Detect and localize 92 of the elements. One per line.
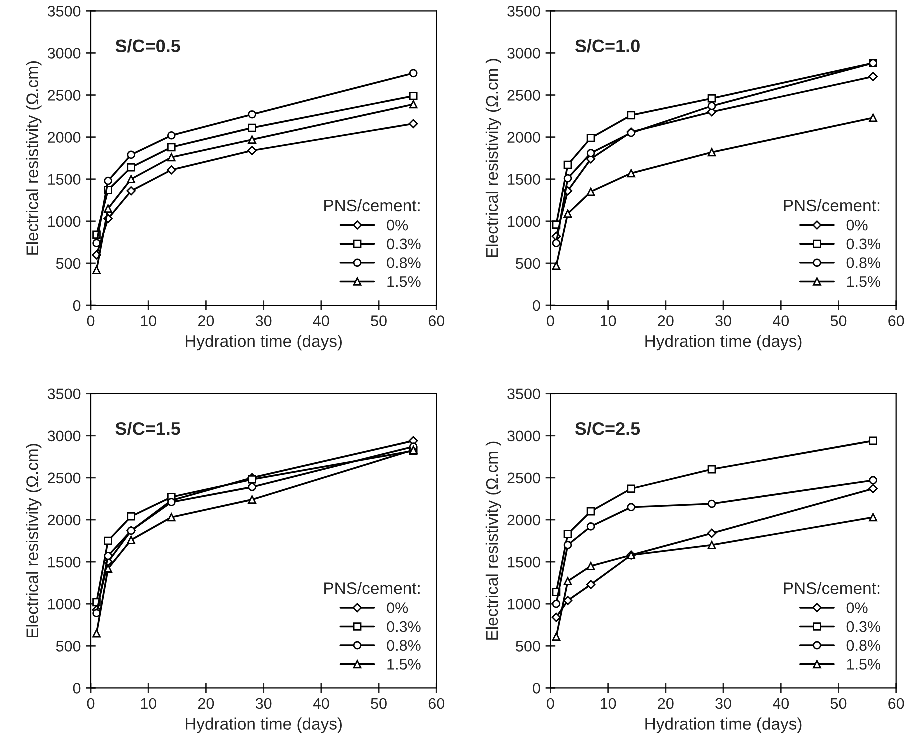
x-tick-label: 60 [888, 698, 904, 710]
y-tick-label: 2500 [48, 472, 81, 484]
y-tick-label: 2500 [48, 90, 81, 101]
x-tick-label: 40 [772, 316, 790, 326]
y-tick-label: 3000 [508, 48, 540, 59]
legend-label: 0% [846, 220, 868, 231]
x-tick-label: 10 [600, 316, 616, 326]
y-tick-label: 2000 [508, 514, 540, 526]
x-tick-label: 20 [198, 698, 214, 710]
y-tick-label: 500 [516, 641, 540, 652]
legend-label: 0.3% [387, 238, 421, 250]
x-tick-label: 0 [87, 698, 95, 710]
annotation: S/C=1.5 [116, 422, 180, 436]
x-axis-title: Hydration time (days) [646, 718, 802, 734]
x-tick-label: 30 [256, 698, 272, 710]
x-tick-label: 0 [547, 316, 554, 326]
y-tick-label: 1000 [508, 216, 540, 228]
x-axis-title: Hydration time (days) [186, 335, 342, 351]
y-tick-label: 500 [516, 258, 540, 270]
y-tick-label: 1500 [508, 556, 540, 568]
y-tick-label: 1500 [508, 174, 540, 186]
x-tick-label: 40 [313, 698, 330, 710]
x-tick-label: 30 [256, 316, 272, 326]
y-tick-label: 0 [533, 683, 540, 694]
y-tick-label: 3500 [48, 6, 81, 17]
x-tick-label: 0 [87, 316, 95, 326]
annotation: S/C=1.0 [575, 39, 640, 53]
x-tick-label: 50 [371, 698, 387, 710]
legend-label: 0.8% [846, 640, 881, 652]
x-tick-label: 10 [141, 698, 157, 710]
y-axis-title: Electrical resistivity (Ω.cm ) [486, 442, 502, 640]
y-tick-label: 3500 [508, 388, 540, 400]
y-tick-label: 500 [56, 258, 81, 270]
legend-label: 0% [846, 602, 868, 614]
y-tick-label: 0 [73, 683, 81, 694]
legend-title: PNS/cement: [324, 582, 420, 594]
x-axis-title: Hydration time (days) [186, 718, 342, 734]
x-tick-label: 10 [600, 698, 616, 710]
y-tick-label: 3500 [508, 6, 540, 17]
legend-label: 0.8% [846, 258, 881, 268]
x-tick-label: 50 [830, 316, 847, 326]
x-tick-label: 0 [547, 698, 554, 710]
y-tick-label: 1000 [508, 598, 540, 610]
x-tick-label: 30 [716, 316, 732, 326]
legend-label: 0.8% [387, 258, 421, 268]
x-tick-label: 10 [141, 316, 157, 326]
y-tick-label: 3000 [48, 48, 81, 59]
y-tick-label: 2500 [508, 90, 540, 101]
x-tick-label: 30 [716, 698, 732, 710]
y-tick-label: 1000 [48, 598, 81, 610]
y-tick-label: 2000 [48, 132, 81, 144]
y-tick-label: 2000 [48, 514, 81, 526]
y-tick-label: 0 [533, 300, 540, 312]
y-tick-label: 3000 [48, 430, 81, 442]
x-tick-label: 40 [772, 698, 790, 710]
annotation: S/C=0.5 [116, 39, 180, 53]
y-axis-title: Electrical resistivity (Ω.cm) [26, 444, 42, 638]
legend-label: 0% [387, 602, 408, 614]
legend-title: PNS/cement: [784, 582, 880, 594]
y-tick-label: 1500 [48, 556, 81, 568]
x-tick-label: 60 [888, 316, 904, 326]
x-axis-title: Hydration time (days) [646, 335, 802, 351]
x-tick-label: 20 [198, 316, 214, 326]
y-tick-label: 2500 [508, 472, 540, 484]
x-tick-label: 50 [830, 698, 847, 710]
legend-label: 0.8% [387, 640, 421, 652]
legend-label: 0.3% [846, 621, 881, 632]
annotation: S/C=2.5 [575, 422, 640, 436]
y-tick-label: 3500 [48, 388, 81, 400]
legend-label: 0.3% [846, 238, 881, 250]
x-tick-label: 60 [428, 698, 445, 710]
legend-label: 0% [387, 220, 408, 231]
y-tick-label: 2000 [508, 132, 540, 144]
y-tick-label: 500 [56, 641, 81, 652]
y-tick-label: 1500 [48, 174, 81, 186]
y-tick-label: 1000 [48, 216, 81, 228]
y-axis-title: Electrical resistivity (Ω.cm) [26, 61, 42, 255]
x-tick-label: 20 [658, 316, 674, 326]
legend-title: PNS/cement: [784, 199, 880, 212]
x-tick-label: 20 [658, 698, 674, 710]
x-tick-label: 60 [428, 316, 445, 326]
y-tick-label: 0 [73, 300, 81, 312]
y-axis-title: Electrical resistivity (Ω.cm ) [486, 59, 502, 258]
x-tick-label: 50 [371, 316, 387, 326]
legend-label: 1.5% [847, 659, 881, 670]
legend-label: 1.5% [847, 276, 881, 288]
x-tick-label: 40 [313, 316, 330, 326]
legend-label: 1.5% [388, 276, 421, 288]
legend-label: 1.5% [388, 659, 421, 670]
legend-label: 0.3% [387, 621, 421, 632]
legend-title: PNS/cement: [324, 199, 420, 212]
y-tick-label: 3000 [508, 430, 540, 442]
